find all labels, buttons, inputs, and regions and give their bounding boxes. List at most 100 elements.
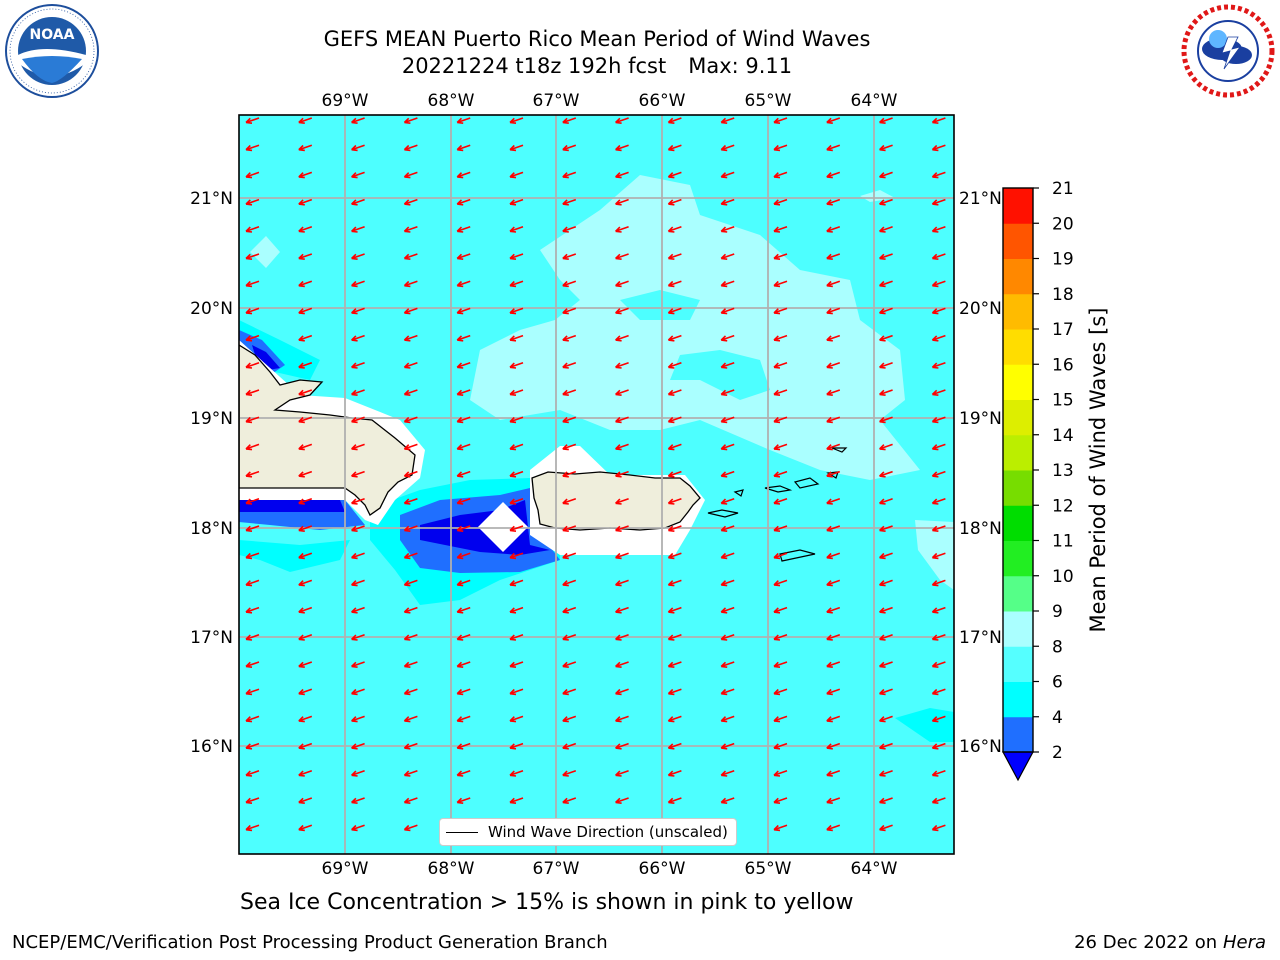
wind-wave-arrow — [245, 362, 260, 369]
wind-wave-arrow — [879, 362, 893, 369]
wind-wave-arrow — [667, 688, 682, 696]
wind-wave-arrow — [351, 389, 365, 396]
wind-wave-arrow — [298, 171, 313, 179]
wind-wave-arrow — [931, 661, 946, 668]
legend-line-swatch — [446, 831, 478, 833]
wind-wave-arrow — [773, 552, 788, 560]
wind-wave-arrow — [667, 144, 682, 152]
wind-wave-arrow — [667, 253, 682, 260]
colorbar-tick-label: 2 — [1052, 743, 1063, 763]
wind-wave-arrow — [456, 362, 471, 369]
wind-wave-arrow — [351, 416, 365, 424]
colorbar-tick-label: 8 — [1052, 637, 1063, 657]
wind-wave-arrow — [879, 552, 893, 560]
period-6-8-patch — [670, 350, 770, 400]
wind-wave-arrow — [773, 362, 788, 369]
wind-wave-arrow — [456, 416, 471, 424]
wind-wave-arrow — [931, 498, 946, 505]
wind-wave-arrow — [562, 280, 577, 288]
wind-wave-arrow — [245, 307, 260, 315]
wind-wave-arrow — [509, 253, 524, 260]
wind-wave-arrow — [879, 226, 893, 233]
wind-wave-arrow — [667, 416, 682, 424]
wind-wave-arrow — [667, 606, 682, 614]
wind-wave-arrow — [879, 661, 893, 668]
wind-wave-arrow — [773, 770, 788, 777]
wind-wave-arrow — [562, 470, 577, 478]
lat-label: 19°N — [190, 409, 233, 429]
wind-wave-arrow — [720, 334, 735, 342]
wind-wave-arrow — [245, 334, 260, 342]
hispaniola-land — [239, 344, 416, 516]
masked-mona-island — [478, 502, 528, 552]
wind-wave-arrow — [615, 307, 629, 315]
wind-wave-arrow — [615, 144, 629, 152]
wind-wave-arrow — [879, 198, 893, 206]
wind-wave-arrow — [931, 362, 946, 369]
wind-wave-arrow — [931, 389, 946, 396]
wind-wave-arrow — [403, 525, 418, 532]
wind-wave-arrow — [509, 470, 524, 478]
wind-wave-arrow — [879, 307, 893, 315]
wind-wave-arrow — [351, 715, 365, 723]
wind-wave-arrow — [245, 416, 260, 424]
wind-wave-arrow — [509, 171, 524, 179]
period-8-9-region — [470, 175, 920, 480]
period-6-8-patch-2 — [620, 290, 700, 320]
wind-wave-arrow — [720, 226, 735, 233]
wind-wave-arrow — [826, 389, 841, 396]
wind-wave-arrow — [298, 226, 313, 233]
wind-wave-arrow — [667, 198, 682, 206]
colorbar-tick-label: 13 — [1052, 461, 1074, 481]
wind-wave-arrow — [826, 362, 841, 369]
colorbar-segment — [1003, 258, 1033, 295]
title-line-1: GEFS MEAN Puerto Rico Mean Period of Win… — [323, 27, 871, 51]
lat-label: 21°N — [190, 189, 233, 209]
wind-wave-arrow — [403, 498, 418, 505]
wind-wave-arrow — [615, 171, 629, 179]
wind-wave-arrow — [403, 443, 418, 451]
wind-wave-arrow — [720, 688, 735, 696]
wind-wave-arrow — [879, 742, 893, 750]
wind-wave-arrow — [615, 742, 629, 750]
colorbar: 2 4 6 8 9 10 11 12 13 14 15 16 17 18 19 20 21 Mean Perio… — [1001, 179, 1110, 782]
wind-wave-arrow — [456, 525, 471, 532]
wind-wave-arrow — [879, 715, 893, 723]
wind-wave-arrow — [298, 144, 313, 152]
wind-wave-arrow — [667, 552, 682, 560]
colorbar-segment — [1003, 646, 1033, 682]
lat-label: 17°N — [190, 628, 233, 648]
wind-wave-arrow — [879, 470, 893, 478]
wind-wave-arrow — [773, 579, 788, 587]
wind-wave-arrow — [720, 307, 735, 315]
lat-label: 18°N — [190, 519, 233, 539]
wind-wave-arrow — [879, 144, 893, 152]
wind-wave-arrow — [403, 824, 418, 832]
wind-wave-arrow — [667, 171, 682, 179]
wind-wave-arrow — [456, 226, 471, 233]
wind-wave-arrow — [773, 416, 788, 424]
wind-wave-arrow — [562, 253, 577, 260]
footer-branch: NCEP/EMC/Verification Post Processing Pr… — [12, 932, 608, 953]
wind-wave-arrow — [931, 253, 946, 260]
wind-wave-arrow — [456, 117, 471, 124]
wind-wave-arrow — [403, 226, 418, 233]
wind-wave-arrow — [298, 525, 313, 532]
wind-wave-arrow — [667, 389, 682, 396]
wind-wave-arrow — [826, 634, 841, 641]
colorbar-segment — [1003, 223, 1033, 259]
lon-label: 64°W — [851, 859, 898, 879]
colorbar-segments — [1003, 188, 1033, 753]
wind-wave-arrow — [351, 470, 365, 478]
wind-wave-arrow — [351, 661, 365, 668]
wind-wave-arrow — [403, 579, 418, 587]
wind-wave-arrow — [931, 443, 946, 451]
wind-wave-arrow — [245, 606, 260, 614]
wind-wave-arrow — [826, 171, 841, 179]
lat-label: 19°N — [959, 409, 1002, 429]
wind-wave-arrow — [245, 742, 260, 750]
map-area — [239, 115, 954, 854]
wind-wave-arrow — [615, 552, 629, 560]
wind-wave-arrow — [615, 226, 629, 233]
wind-wave-arrow — [456, 334, 471, 342]
